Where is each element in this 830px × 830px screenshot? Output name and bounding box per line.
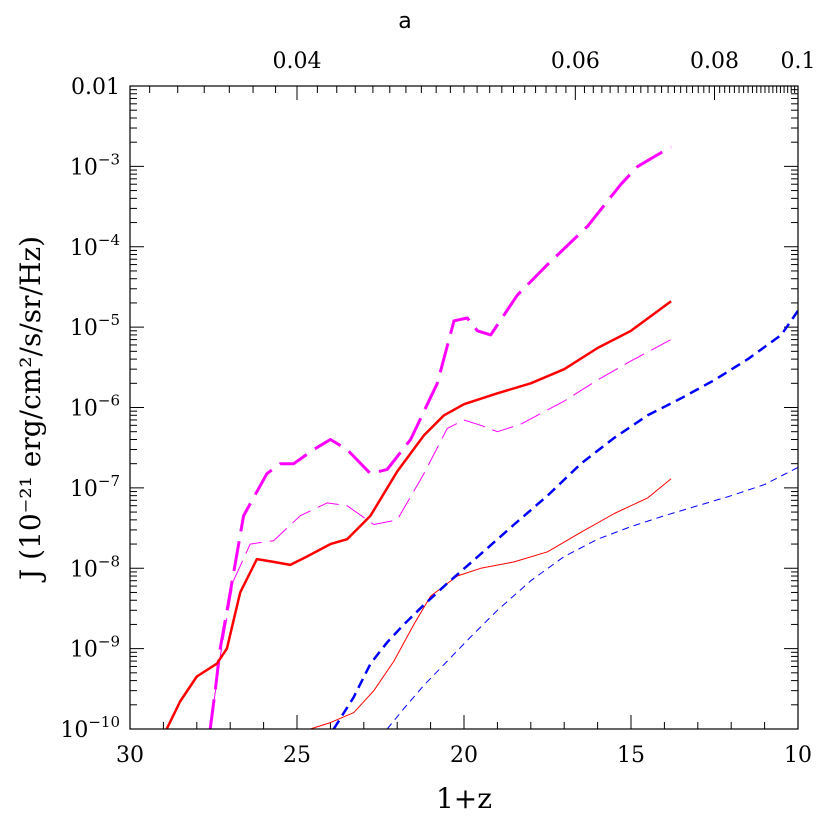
series-line-6 bbox=[386, 466, 798, 729]
plot-frame bbox=[129, 85, 799, 730]
top-tick-label: 0.08 bbox=[690, 49, 739, 74]
y-tick-label: 10−7 bbox=[70, 472, 120, 502]
top-tick-label: 0.04 bbox=[273, 49, 322, 74]
series-line-1 bbox=[208, 145, 672, 729]
series-line-5 bbox=[332, 309, 798, 729]
x-tick-label: 15 bbox=[617, 743, 645, 768]
y-tick-label: 10−10 bbox=[60, 713, 120, 743]
top-tick-label: 0.1 bbox=[781, 49, 816, 74]
y-tick-label: 10−4 bbox=[70, 231, 120, 261]
y-axis-label: J (10⁻²¹ erg/cm²/s/sr/Hz) bbox=[14, 236, 47, 583]
series-line-3 bbox=[165, 300, 672, 729]
top-tick-label: 0.06 bbox=[551, 49, 600, 74]
x-tick-label: 20 bbox=[450, 743, 478, 768]
y-tick-label: 10−6 bbox=[70, 392, 120, 422]
axis-ticks bbox=[129, 85, 799, 730]
tick-labels: 30 25 20 15 10 0.04 0.06 0.08 0.1 10−10 10−9 10−8 10… bbox=[60, 49, 815, 768]
x-tick-label: 25 bbox=[283, 743, 311, 768]
series-line-2 bbox=[209, 339, 672, 729]
y-tick-label: 10−5 bbox=[70, 311, 120, 341]
top-axis-label: a bbox=[398, 9, 411, 34]
y-tick-label: 10−8 bbox=[70, 552, 120, 582]
series-layer bbox=[165, 145, 798, 729]
x-tick-label: 10 bbox=[784, 743, 812, 768]
x-axis-label: 1+z bbox=[436, 782, 492, 815]
x-tick-label: 30 bbox=[116, 743, 144, 768]
series-line-4 bbox=[310, 478, 672, 729]
y-tick-label: 10−3 bbox=[70, 150, 120, 180]
y-tick-label: 10−9 bbox=[70, 633, 120, 663]
y-tick-label: 0.01 bbox=[71, 75, 120, 100]
